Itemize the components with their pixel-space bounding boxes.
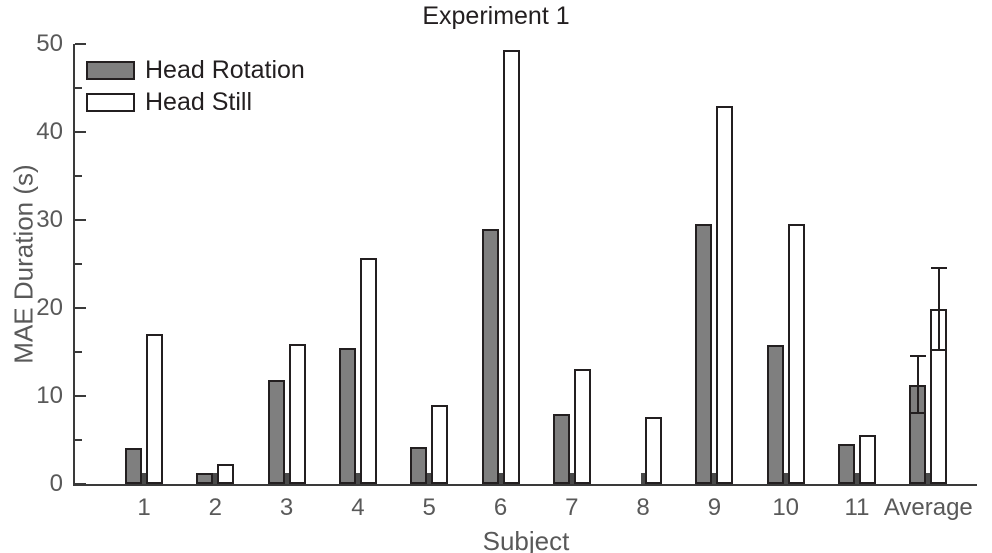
error-bar-head-still-Average: [937, 267, 940, 351]
y-minor-tick-45: [75, 87, 82, 89]
y-major-tick-0: [75, 483, 86, 485]
y-tick-label-50: 50: [36, 30, 63, 57]
y-major-tick-20: [75, 307, 86, 309]
error-cap-top-head-rotation-Average: [909, 355, 926, 358]
x-category-label-11: 11: [844, 494, 870, 521]
legend-swatch-head-rotation: [86, 61, 135, 80]
error-bar-head-rotation-Average: [916, 356, 919, 413]
x-category-label-5: 5: [422, 494, 436, 521]
bar-head-still-5: [431, 404, 449, 484]
x-tick-11: [855, 473, 859, 484]
bar-head-still-3: [288, 344, 306, 484]
error-cap-bottom-head-still-Average: [930, 349, 947, 352]
y-tick-label-40: 40: [36, 118, 63, 145]
x-category-label-10: 10: [772, 494, 800, 521]
bar-head-rotation-2: [196, 473, 214, 484]
x-tick-6: [498, 473, 503, 484]
legend-row-head-rotation: Head Rotation: [86, 58, 305, 83]
x-tick-1: [142, 473, 146, 484]
legend-label-head-still: Head Still: [145, 88, 252, 116]
y-minor-tick-25: [75, 263, 82, 265]
x-category-label-6: 6: [493, 494, 508, 521]
x-category-label-2: 2: [208, 494, 222, 521]
bar-head-rotation-5: [410, 447, 428, 484]
x-tick-7: [569, 473, 574, 484]
bar-head-rotation-1: [125, 447, 142, 484]
y-major-tick-10: [75, 395, 86, 397]
x-category-label-8: 8: [636, 494, 650, 521]
x-category-label-4: 4: [351, 494, 365, 521]
y-minor-tick-15: [75, 351, 82, 353]
bar-head-rotation-10: [766, 344, 784, 484]
bar-head-still-2: [217, 463, 235, 484]
x-tick-5: [427, 473, 432, 484]
y-major-tick-30: [75, 219, 86, 221]
x-tick-9: [712, 473, 717, 484]
x-category-label-Average: Average: [883, 494, 973, 521]
x-tick-2: [213, 473, 218, 484]
bar-head-still-4: [359, 257, 377, 484]
y-tick-label-20: 20: [36, 294, 63, 321]
legend: Head Rotation Head Still: [86, 58, 305, 115]
legend-row-head-still: Head Still: [86, 90, 305, 115]
y-axis-label: MAE Duration (s): [8, 164, 39, 364]
x-tick-10: [783, 473, 788, 484]
x-category-label-1: 1: [137, 494, 151, 521]
legend-label-head-rotation: Head Rotation: [145, 56, 305, 84]
bar-head-still-11: [859, 434, 876, 484]
x-tick-4: [355, 473, 360, 484]
y-minor-tick-35: [75, 175, 82, 177]
bar-head-rotation-11: [838, 444, 855, 484]
bar-head-still-9: [716, 105, 734, 484]
x-category-label-3: 3: [279, 494, 294, 521]
y-major-tick-40: [75, 131, 86, 133]
bar-head-still-8: [645, 417, 663, 484]
y-tick-label-10: 10: [36, 382, 63, 409]
x-axis-label: Subject: [482, 526, 570, 553]
bar-head-still-1: [146, 333, 163, 484]
bar-head-rotation-7: [552, 413, 570, 484]
bar-head-still-6: [502, 50, 520, 484]
bar-head-rotation-6: [481, 228, 499, 484]
bar-head-still-7: [573, 368, 591, 484]
bar-head-still-10: [787, 224, 805, 484]
bar-head-rotation-3: [267, 380, 285, 484]
x-category-label-9: 9: [707, 494, 722, 521]
y-tick-label-0: 0: [49, 470, 63, 497]
chart-title: Experiment 1: [422, 2, 570, 30]
plot-area: Subject 0 10 20 30 40 50 1 2 3 4 5 6 7 8 9 10 11 Average: [36, 32, 977, 553]
bar-head-rotation-4: [338, 348, 356, 484]
y-minor-tick-5: [75, 439, 82, 441]
x-tick-8: [641, 473, 646, 484]
legend-swatch-head-still: [86, 93, 135, 112]
error-cap-bottom-head-rotation-Average: [909, 411, 926, 414]
x-category-label-7: 7: [565, 494, 579, 521]
x-tick-3: [284, 473, 289, 484]
y-tick-label-30: 30: [36, 206, 63, 233]
error-cap-top-head-still-Average: [930, 266, 947, 269]
bar-head-rotation-9: [695, 223, 713, 484]
y-major-tick-50: [75, 43, 86, 45]
x-tick-Average: [926, 473, 931, 484]
